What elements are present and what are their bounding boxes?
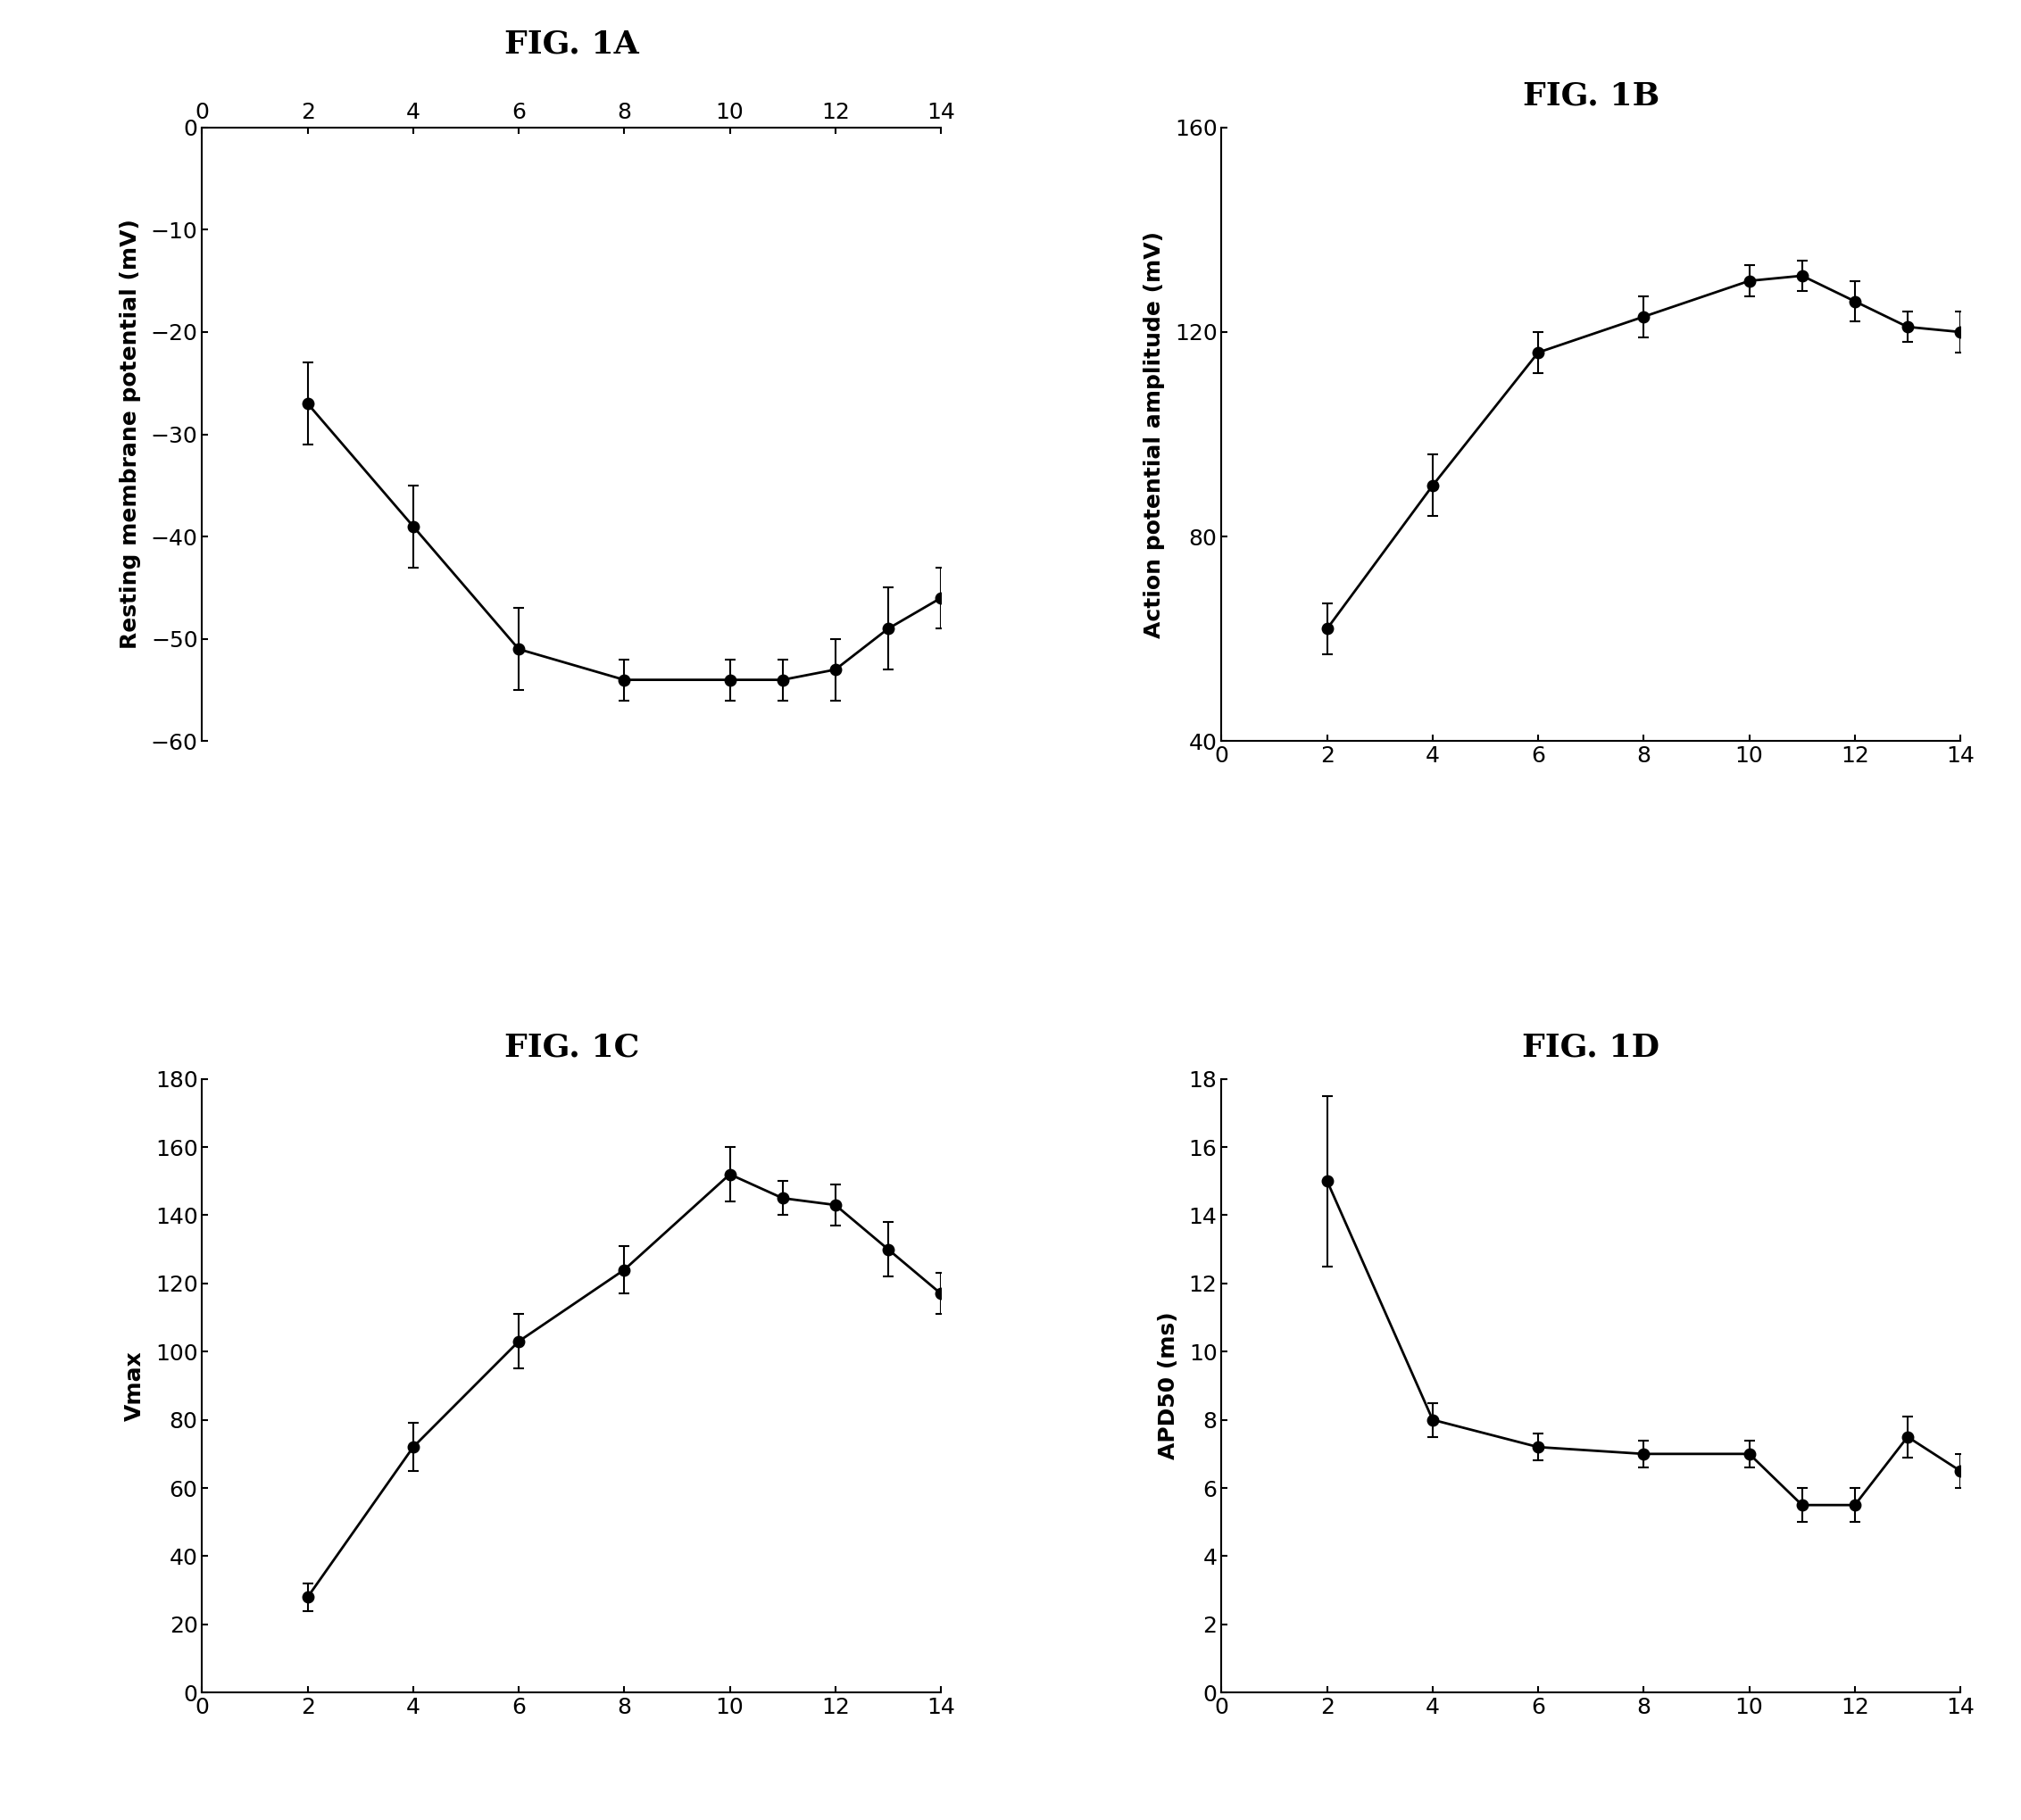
Y-axis label: Action potential amplitude (mV): Action potential amplitude (mV) [1144, 231, 1164, 637]
Y-axis label: Resting membrane potential (mV): Resting membrane potential (mV) [119, 218, 141, 650]
Y-axis label: APD50 (ms): APD50 (ms) [1158, 1312, 1178, 1460]
Title: FIG. 1B: FIG. 1B [1522, 80, 1659, 111]
Title: FIG. 1A: FIG. 1A [503, 29, 639, 60]
Title: FIG. 1C: FIG. 1C [503, 1032, 639, 1063]
Title: FIG. 1D: FIG. 1D [1522, 1032, 1659, 1063]
Y-axis label: Vmax: Vmax [123, 1350, 146, 1421]
